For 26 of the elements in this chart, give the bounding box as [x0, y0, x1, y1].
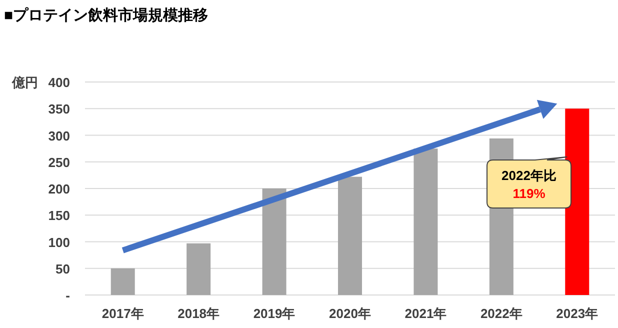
bar [110, 268, 135, 295]
x-tick-label: 2019年 [253, 306, 296, 321]
y-tick-label: 350 [48, 102, 70, 117]
y-tick-label: 400 [48, 75, 70, 90]
x-tick-label: 2022年 [480, 306, 522, 321]
chart-title: ■プロテイン飲料市場規模推移 [4, 6, 208, 24]
bar [338, 176, 362, 295]
x-tick-label: 2020年 [329, 306, 371, 321]
bar [262, 188, 286, 295]
annotation: 2022年比 [502, 168, 556, 183]
x-tick-label: 2021年 [404, 306, 447, 321]
y-tick-label: 300 [48, 128, 70, 144]
annotation: 119% [512, 186, 546, 201]
y-tick-label: 50 [56, 261, 70, 276]
x-tick-label: 2023年 [556, 306, 598, 321]
y-tick-label: 250 [48, 154, 70, 170]
y-tick-label: 100 [48, 234, 70, 250]
x-tick-label: 2018年 [178, 306, 220, 321]
y-axis-title: 億円 [11, 75, 38, 90]
bar [186, 243, 211, 295]
bar [565, 108, 590, 295]
y-tick-label: 150 [48, 208, 70, 224]
bar [414, 148, 438, 295]
x-tick-label: 2017年 [102, 306, 144, 321]
y-tick-label: - [66, 288, 70, 303]
y-tick-label: 200 [48, 182, 70, 196]
